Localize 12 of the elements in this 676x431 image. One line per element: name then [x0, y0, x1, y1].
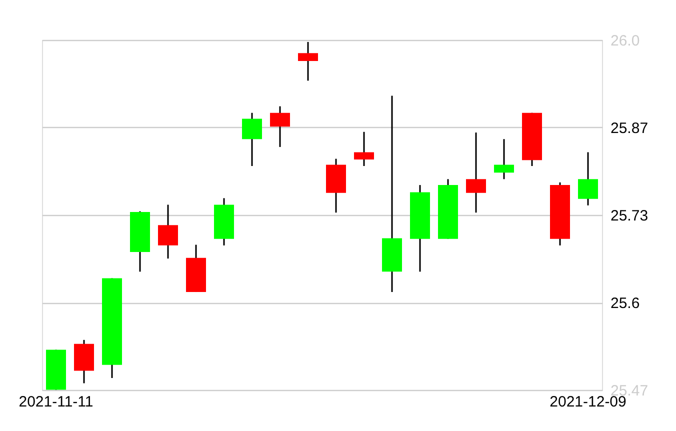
- y-tick-label: 25.73: [610, 208, 648, 225]
- candlestick: [270, 106, 290, 148]
- candlestick: [466, 132, 486, 214]
- candlestick: [298, 41, 318, 82]
- candlestick: [354, 131, 374, 167]
- y-tick-label: 25.87: [610, 120, 648, 137]
- x-tick-label: 2021-11-11: [18, 394, 94, 410]
- y-tick-label: 25.6: [610, 295, 640, 312]
- candlestick: [158, 204, 178, 260]
- candlestick: [578, 151, 598, 206]
- candlestick: [494, 138, 514, 180]
- candlestick: [242, 112, 262, 167]
